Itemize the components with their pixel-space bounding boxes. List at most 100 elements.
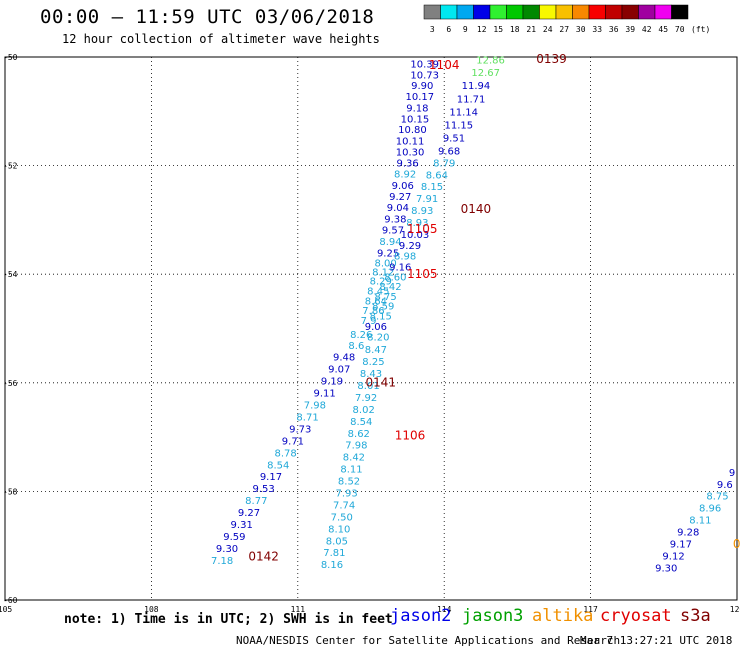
swh-observation: 9.57 [382,226,404,237]
swh-observation: 9.12 [662,551,684,562]
swh-observation: 8.42 [343,453,365,464]
swh-observation: 9.16 [389,263,411,274]
swh-observation: 9.36 [396,158,418,169]
swh-observation: 7.9 [361,316,377,327]
swh-observation: 7.81 [323,548,345,559]
swh-observation: 8.16 [321,560,343,571]
swh-observation: 8.42 [379,282,401,293]
legend-jason3: jason3 [462,606,524,626]
scale-label-42: 42 [642,25,652,34]
swh-observation: 10.39 [410,60,439,71]
scale-label-45: 45 [658,25,668,34]
swh-observation: 8.96 [699,504,721,515]
swh-observation: 8.47 [365,345,387,356]
swh-observation: 9.25 [377,248,399,259]
swh-observation: 12.67 [471,68,500,79]
scale-label-3: 3 [430,25,435,34]
swh-observation: 8.78 [274,448,296,459]
swh-observation: 7.91 [416,194,438,205]
swh-observation: 11.94 [462,81,491,92]
swh-observation: 10.17 [405,92,434,103]
swh-observation: 9.73 [289,424,311,435]
swh-observation: 8.25 [362,357,384,368]
legend-s3a: s3a [680,606,711,626]
swh-observation: 7.98 [345,441,367,452]
swh-observation: 9.06 [392,181,414,192]
scale-label-33: 33 [592,25,602,34]
swh-observation: 8.64 [426,170,448,181]
swh-observation: 9.11 [314,389,336,400]
color-scale-legend: 3 6 9 12 15 18 21 24 27 30 33 36 39 42 45 70 (ft) [423,4,710,34]
swh-observation: 7.74 [333,500,355,511]
swh-observation: 9.04 [387,203,409,214]
lat-tick--58: -58 [3,487,18,496]
swh-observation: 11.71 [457,94,486,105]
swh-observation: 8.01 [357,381,379,392]
swh-observation: 8.11 [340,465,362,476]
swh-observation: 8.71 [296,412,318,423]
scale-label-6: 6 [446,25,451,34]
swh-observation: 9.53 [253,484,275,495]
swh-observation: 9.30 [655,563,677,574]
swh-observation: 8.11 [689,516,711,527]
lon-tick-114: 114 [437,605,452,614]
swh-observation: 8.54 [350,417,372,428]
swh-observation: 8.93 [411,206,433,217]
swh-observation: 9.28 [677,528,699,539]
lon-tick-111: 111 [291,605,306,614]
page-title: 00:00 – 11:59 UTC 03/06/2018 [40,6,375,28]
swh-observation: 8.45 [367,286,389,297]
lat-tick--54: -54 [3,270,18,279]
swh-observation: 10.11 [396,137,425,148]
scale-label-21: 21 [526,25,536,34]
swh-observation: 10.03 [401,230,430,241]
swh-observation: 8.77 [245,496,267,507]
pass-time-label: 0141 [365,376,396,390]
pass-time-label: 0140 [461,202,492,216]
swh-observation: 9.68 [438,146,460,157]
swh-observation: 12.86 [476,56,505,67]
legend-cryosat: cryosat [600,606,672,626]
map-frame [4,56,738,601]
swh-observation: 8.64 [365,296,387,307]
lat-tick--52: -52 [3,162,18,171]
swh-observation: 8.29 [370,277,392,288]
swh-observation: 9.27 [238,508,260,519]
swh-observation: 9 [729,468,735,479]
pass-time-label: 0142 [248,549,279,563]
swh-observation: 9.06 [365,322,387,333]
swh-observation: 10.15 [401,114,430,125]
swh-observation: 9.17 [670,540,692,551]
swh-observation: 9.90 [411,81,433,92]
pass-time-label: 1106 [395,428,426,442]
swh-observation: 8.05 [326,536,348,547]
lon-tick-108: 108 [144,605,159,614]
swh-observation: 10.30 [396,147,425,158]
scale-label-27: 27 [559,25,569,34]
swh-observation: 9.17 [260,472,282,483]
swh-observation: 8.98 [394,252,416,263]
swh-observation: 8.52 [338,477,360,488]
page-subtitle: 12 hour collection of altimeter wave hei… [62,32,380,46]
scale-label-30: 30 [576,25,586,34]
scale-swatch-70 [671,4,689,20]
swh-observation: 9.48 [333,353,355,364]
scale-label-39: 39 [625,25,635,34]
swh-observation: 9.07 [328,365,350,376]
scale-label-18: 18 [510,25,520,34]
pass-time-label: 1105 [407,267,438,281]
swh-observation: 9.71 [282,436,304,447]
swh-observation: 8.59 [372,302,394,313]
swh-observation: 7.18 [211,556,233,567]
swh-observation: 10.80 [398,125,427,136]
swh-observation: 8.10 [328,524,350,535]
lon-tick-105: 105 [0,605,12,614]
swh-observation: 9.31 [231,520,253,531]
swh-observation: 8.75 [375,292,397,303]
swh-observation: 8.92 [394,170,416,181]
scale-label-15: 15 [493,25,503,34]
swh-observation: 9.30 [216,544,238,555]
swh-observation: 7.86 [362,306,384,317]
swh-observation: 7.98 [304,401,326,412]
